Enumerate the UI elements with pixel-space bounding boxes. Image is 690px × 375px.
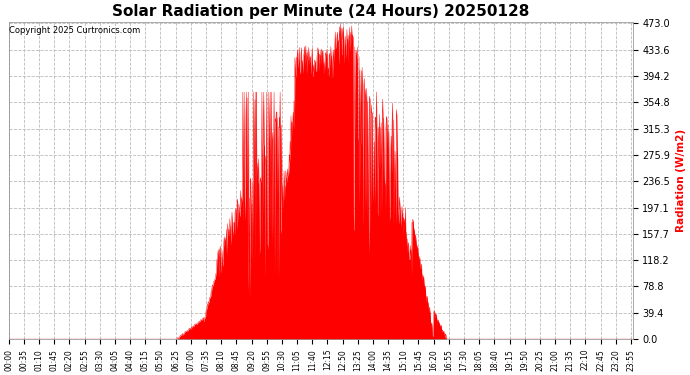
Text: Copyright 2025 Curtronics.com: Copyright 2025 Curtronics.com — [9, 27, 141, 36]
Y-axis label: Radiation (W/m2): Radiation (W/m2) — [676, 129, 686, 232]
Title: Solar Radiation per Minute (24 Hours) 20250128: Solar Radiation per Minute (24 Hours) 20… — [112, 4, 529, 19]
